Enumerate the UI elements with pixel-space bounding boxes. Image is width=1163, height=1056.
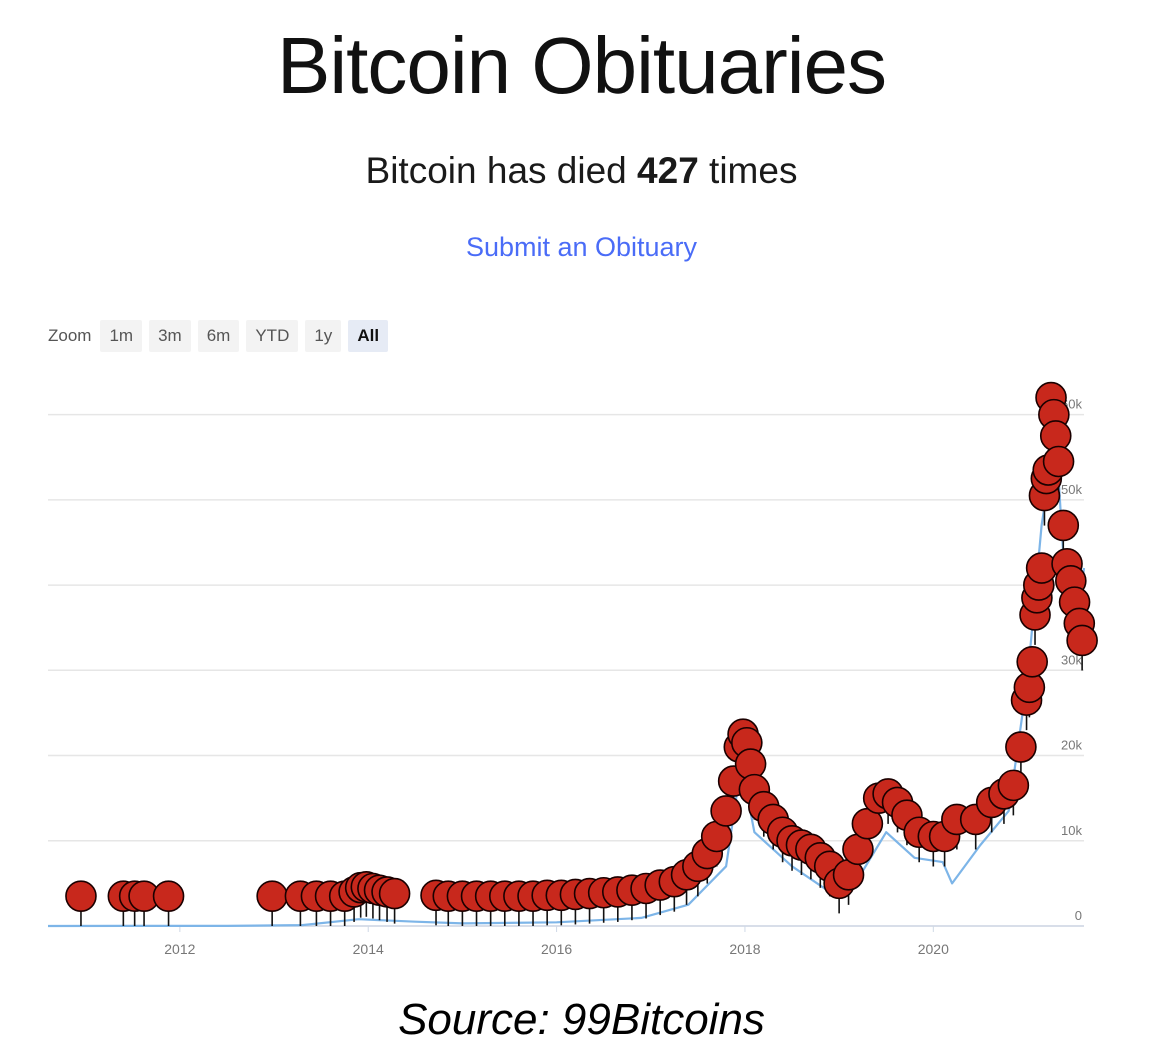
zoom-1m-button[interactable]: 1m — [100, 320, 143, 352]
y-tick-label: 30k — [1061, 652, 1082, 667]
x-tick-label: 2012 — [164, 941, 195, 957]
x-tick-label: 2020 — [918, 941, 949, 957]
obituary-marker — [1042, 445, 1075, 478]
obituary-marker — [378, 877, 411, 910]
zoom-1y-button[interactable]: 1y — [305, 320, 342, 352]
obituary-marker — [1005, 731, 1037, 763]
obituary-marker — [1016, 645, 1048, 678]
obituary-marker — [1047, 509, 1080, 542]
zoom-6m-button[interactable]: 6m — [197, 320, 240, 352]
death-count-headline: Bitcoin has died 427 times — [0, 150, 1163, 192]
y-tick-label: 10k — [1061, 823, 1082, 838]
obituary-marker — [256, 880, 288, 912]
price-line — [47, 430, 1086, 928]
zoom-3m-button[interactable]: 3m — [149, 320, 191, 352]
headline-prefix: Bitcoin has died — [365, 150, 638, 191]
y-tick-label: 50k — [1061, 482, 1082, 497]
y-tick-label: 20k — [1061, 738, 1082, 753]
x-tick-label: 2016 — [541, 941, 572, 957]
obituary-marker — [710, 795, 742, 827]
obituary-marker — [152, 880, 185, 912]
x-tick-label: 2014 — [353, 941, 384, 957]
obituary-marker — [65, 880, 97, 912]
zoom-label: Zoom — [48, 326, 92, 345]
obituary-marker — [1066, 624, 1098, 657]
x-tick-label: 2018 — [729, 941, 760, 957]
death-count: 427 — [637, 150, 699, 191]
source-caption: Source: 99Bitcoins — [398, 995, 765, 1044]
page-title: Bitcoin Obituaries — [277, 21, 887, 110]
price-chart: 010k20k30k40k50k60k20122014201620182020 — [47, 381, 1098, 957]
headline-suffix: times — [698, 150, 798, 191]
y-tick-label: 0 — [1075, 908, 1082, 923]
obituary-marker — [997, 769, 1030, 802]
zoom-all-button[interactable]: All — [348, 320, 389, 352]
zoom-selector: Zoom 1m 3m 6m YTD 1y All — [48, 320, 389, 352]
submit-obituary-link[interactable]: Submit an Obituary — [465, 232, 698, 262]
zoom-ytd-button[interactable]: YTD — [246, 320, 299, 352]
